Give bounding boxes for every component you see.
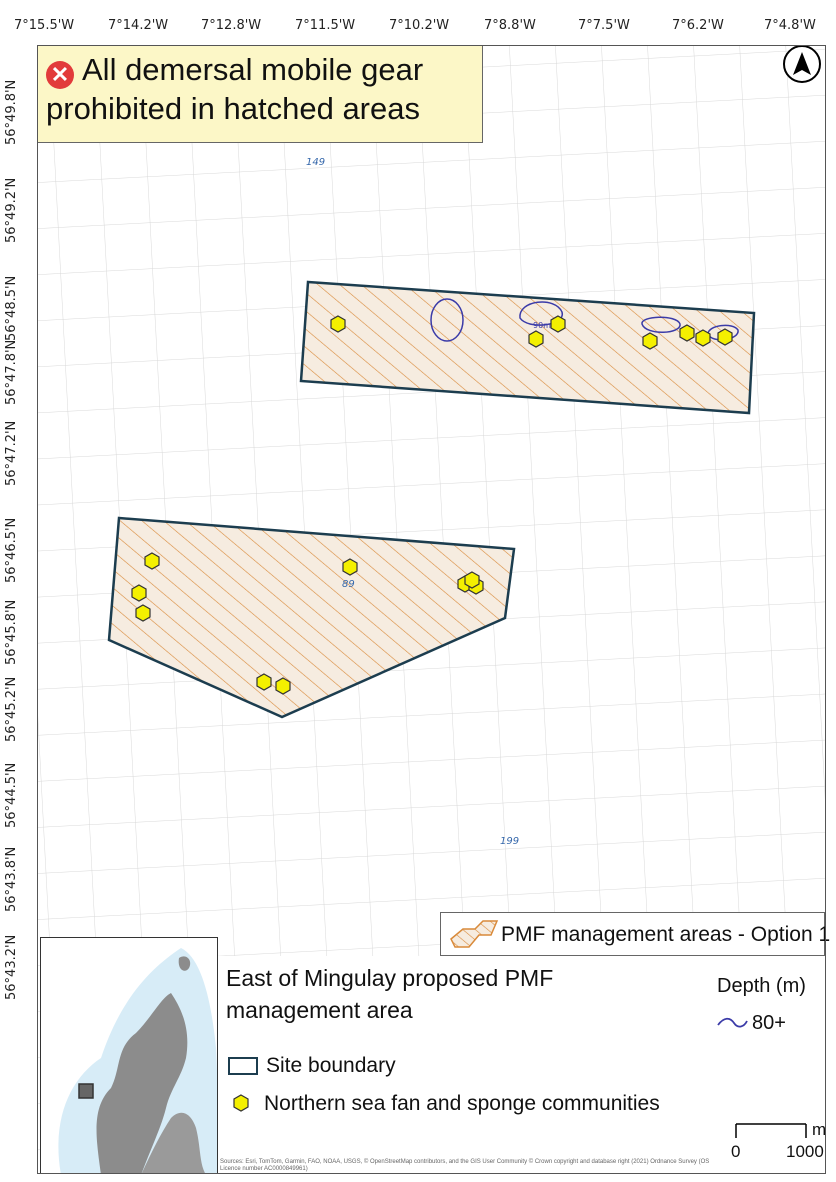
depth-legend-title: Depth (m) — [717, 975, 806, 997]
sea-fan-hexagon-icon — [233, 1094, 249, 1112]
site-boundary-swatch-icon — [228, 1057, 258, 1075]
attribution-text: Sources: Esri, TomTom, Garmin, FAO, NOAA… — [220, 1159, 710, 1172]
contour-label: 90m — [533, 321, 551, 330]
sea-fan-point — [695, 329, 711, 347]
latitude-label: 56°45.2'N — [4, 676, 19, 742]
longitude-label: 7°12.8'W — [201, 18, 262, 33]
longitude-label: 7°11.5'W — [295, 18, 356, 33]
depth-contour — [519, 301, 563, 326]
longitude-label: 7°7.5'W — [578, 18, 630, 33]
depth-contour-line-icon — [717, 1017, 748, 1028]
depth-contour — [641, 316, 681, 333]
sea-fan-points — [131, 315, 733, 695]
longitude-label: 7°15.5'W — [14, 18, 75, 33]
longitude-label: 7°10.2'W — [389, 18, 450, 33]
sea-fan-point — [528, 330, 544, 348]
site-boundary-label: Site boundary — [266, 1054, 396, 1077]
sea-fan-legend: Northern sea fan and sponge communities — [232, 1092, 660, 1116]
management-area-south[interactable] — [107, 516, 516, 719]
sea-fan-point — [144, 552, 160, 570]
management-area-north[interactable] — [299, 280, 756, 415]
latitude-label: 56°47.2'N — [4, 420, 19, 486]
depth-contour — [707, 324, 739, 341]
scale-start: 0 — [731, 1142, 741, 1161]
sea-fan-point — [642, 332, 658, 350]
latitude-label: 56°43.8'N — [4, 846, 19, 912]
sea-fan-point — [717, 328, 733, 346]
depth-legend-value: 80+ — [752, 1012, 786, 1034]
sea-fan-point — [131, 584, 147, 602]
scale-bar — [735, 1123, 807, 1138]
latitude-label: 56°46.5'N — [4, 517, 19, 583]
longitude-label: 7°8.8'W — [484, 18, 536, 33]
latitude-label: 56°48.5'N — [4, 275, 19, 341]
sea-fan-point — [550, 315, 566, 333]
latitude-label: 56°45.8'N — [4, 599, 19, 665]
depth-legend-item: 80+ — [717, 1012, 786, 1035]
map-title: East of Mingulay proposed PMF management… — [226, 965, 554, 1023]
sea-fan-point — [679, 324, 695, 342]
longitude-label: 7°6.2'W — [672, 18, 724, 33]
sea-fan-point — [275, 677, 291, 695]
sea-fan-point — [330, 315, 346, 333]
depth-contour — [430, 298, 464, 342]
sea-fan-point — [342, 558, 358, 576]
latitude-label: 56°44.5'N — [4, 762, 19, 828]
longitude-label: 7°14.2'W — [108, 18, 169, 33]
banner-text-block: ✕ All demersal mobile gear prohibited in … — [46, 50, 476, 128]
legend-panel — [218, 956, 826, 1174]
latitude-label: 56°49.8'N — [4, 79, 19, 145]
inset-location-marker — [78, 1083, 94, 1099]
north-arrow-icon — [783, 45, 821, 83]
prohibited-x-icon: ✕ — [46, 61, 74, 89]
sea-fan-point — [256, 673, 272, 691]
site-boundary-legend: Site boundary — [228, 1054, 396, 1078]
management-area-swatch-icon — [450, 920, 499, 948]
management-area-label: PMF management areas - Option 1 — [501, 923, 831, 946]
longitude-label: 7°4.8'W — [764, 18, 816, 33]
latitude-label: 56°43.2'N — [4, 934, 19, 1000]
management-area-legend: PMF management areas - Option 1 — [440, 912, 830, 956]
sea-fan-point — [135, 604, 151, 622]
depth-sounding: 199 — [500, 836, 520, 847]
depth-sounding: 89 — [342, 579, 355, 590]
latitude-label: 56°47.8'N — [4, 339, 19, 405]
depth-sounding: 149 — [306, 157, 326, 168]
scale-end: 1000 — [786, 1142, 824, 1161]
prohibition-banner: ✕ All demersal mobile gear prohibited in … — [37, 45, 483, 143]
inset-map — [40, 937, 218, 1174]
latitude-label: 56°49.2'N — [4, 177, 19, 243]
scale-unit: m — [812, 1120, 827, 1139]
banner-message: All demersal mobile gear prohibited in h… — [46, 52, 424, 126]
sea-fan-label: Northern sea fan and sponge communities — [264, 1092, 660, 1115]
sea-fan-point — [464, 571, 480, 589]
